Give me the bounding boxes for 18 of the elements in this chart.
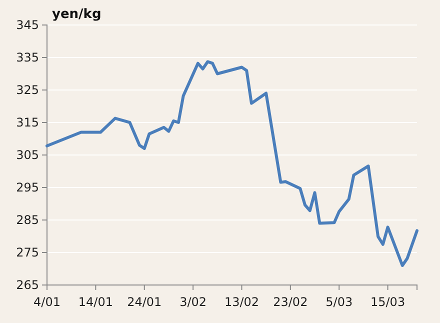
x-tick-label: 14/01 <box>78 295 113 310</box>
y-tick-label: 295 <box>16 180 39 194</box>
x-tick-label: 5/03 <box>326 295 353 310</box>
x-tick-label: 13/02 <box>224 295 260 310</box>
y-tick-label: 335 <box>16 50 39 64</box>
y-tick-label: 275 <box>16 245 39 260</box>
y-tick-label: 285 <box>16 212 39 227</box>
y-tick-label: 315 <box>16 115 39 130</box>
y-tick-label: 305 <box>16 148 39 162</box>
y-tick-label: 345 <box>16 18 39 32</box>
x-tick-label: 23/02 <box>273 295 308 310</box>
y-axis-title: yen/kg <box>52 7 102 22</box>
x-tick-label: 4/01 <box>34 295 60 310</box>
x-tick-label: 3/02 <box>180 295 207 310</box>
y-tick-label: 325 <box>16 82 39 97</box>
y-tick-label: 265 <box>16 278 39 292</box>
x-tick-label: 24/01 <box>127 295 162 310</box>
x-tick-label: 15/03 <box>370 295 406 310</box>
